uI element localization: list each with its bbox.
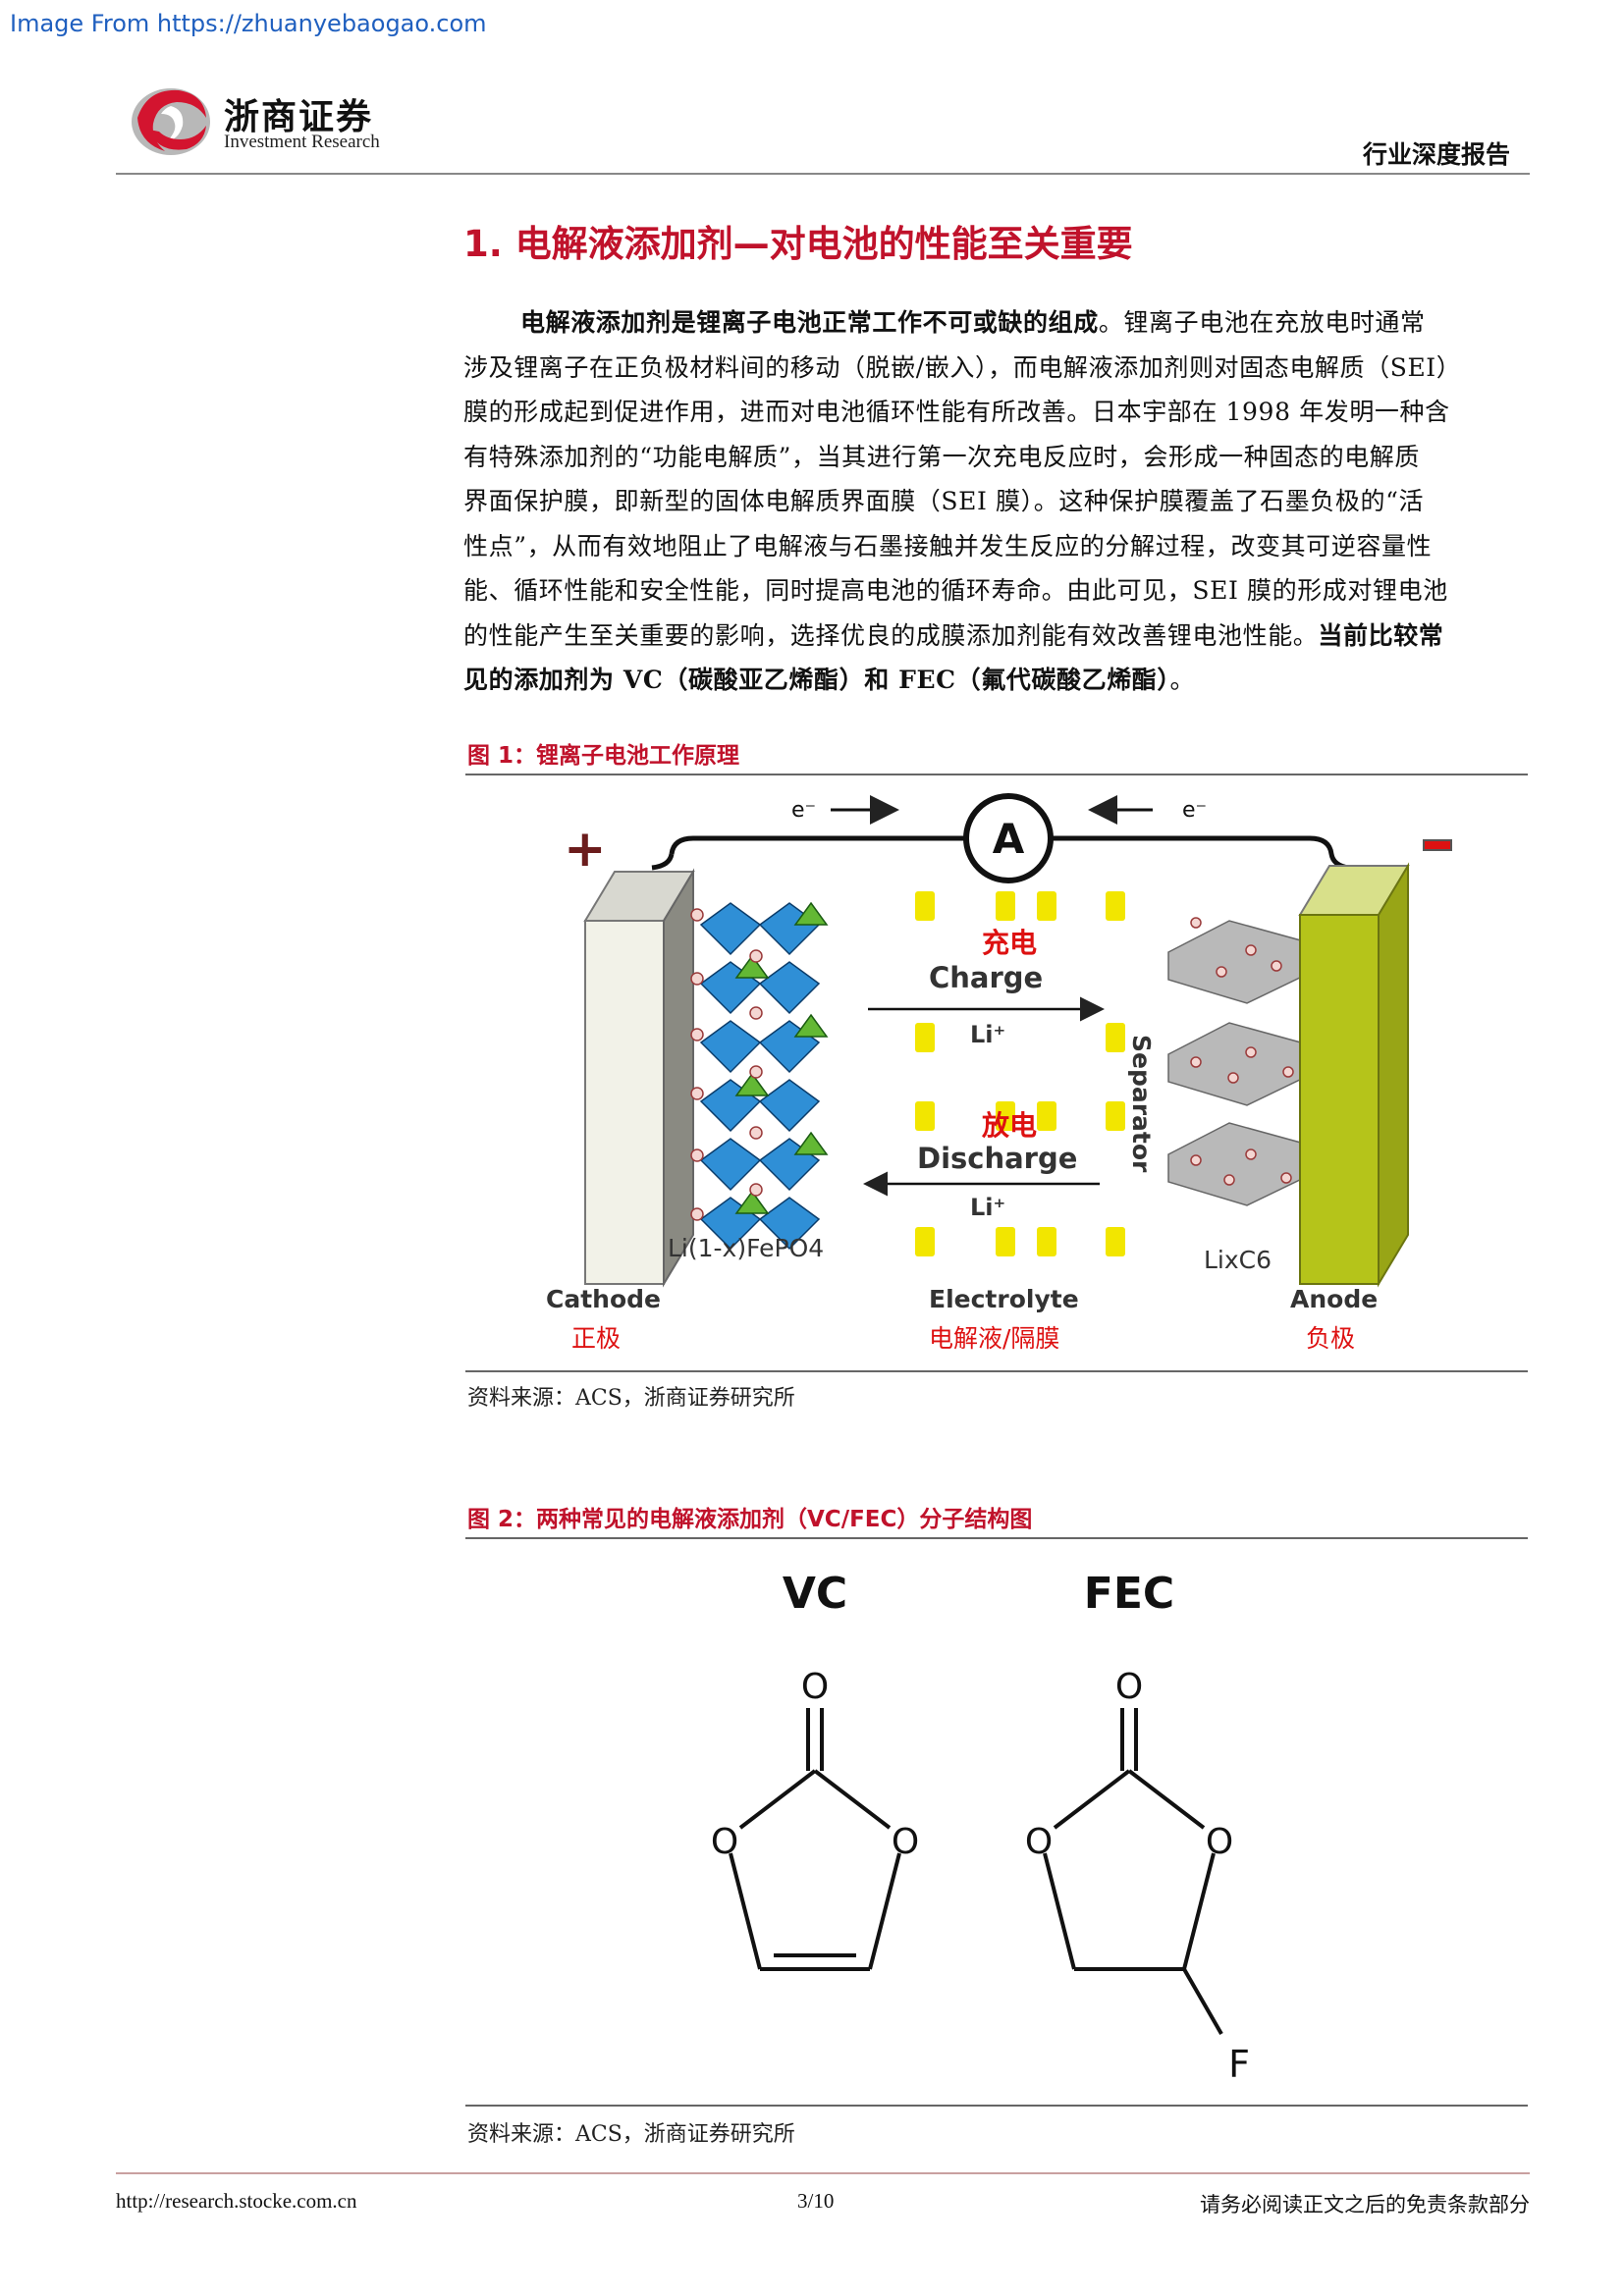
charge-li-ion: Li⁺ [970, 1021, 1005, 1048]
discharge-label-cn: 放电 [981, 1109, 1037, 1142]
anode-formula: LixC6 [1204, 1246, 1272, 1274]
figure1-source: 资料来源：ACS，浙商证券研究所 [467, 1386, 795, 1411]
paragraph-text: 膜的形成起到促进作用，进而对电池循环性能有所改善。日本宇部在 1998 年发明一… [463, 398, 1450, 426]
source-watermark[interactable]: Image From https://zhuanyebaogao.com [10, 10, 487, 37]
electrolyte-label-cn: 电解液/隔膜 [929, 1324, 1059, 1353]
cathode-formula: Li(1-x)FePO4 [668, 1234, 824, 1262]
cathode-label-en: Cathode [546, 1285, 661, 1313]
anode-label-en: Anode [1290, 1285, 1378, 1313]
footer-disclaimer: 请务必阅读正文之后的免责条款部分 [1200, 2193, 1530, 2216]
separator [915, 891, 1125, 1256]
figure1-top-rule [465, 774, 1528, 775]
anode-plate [1299, 914, 1380, 1285]
logo-chinese: 浙商证券 [224, 96, 374, 137]
vc-molecule [729, 1708, 901, 1971]
charge-label-cn: 充电 [982, 927, 1037, 959]
paragraph-lead-bold: 电解液添加剂是锂离子电池正常工作不可或缺的组成 [520, 308, 1099, 337]
logo-english: Investment Research [224, 132, 380, 152]
battery-diagram: A e⁻ e⁻ + [546, 793, 1452, 1353]
figure1-bottom-rule [465, 1370, 1528, 1372]
header-rule [116, 173, 1530, 175]
discharge-li-ion: Li⁺ [970, 1194, 1005, 1221]
footer-rule [116, 2172, 1530, 2174]
charge-label-en: Charge [929, 961, 1043, 994]
vc-ring-oxygen-right: O [892, 1822, 919, 1862]
paragraph-text: 。 [1169, 666, 1196, 694]
paragraph-text: 界面保护膜，即新型的固体电解质界面膜（SEI 膜）。这种保护膜覆盖了石墨负极的“… [463, 487, 1425, 515]
fec-carbonyl-oxygen: O [1115, 1667, 1143, 1707]
paragraph-text: 有特殊添加剂的“功能电解质”，当其进行第一次充电反应时，会形成一种固态的电解质 [463, 442, 1420, 471]
paragraph-text: 涉及锂离子在正负极材料间的移动（脱嵌/嵌入），而电解液添加剂则对固态电解质（SE… [463, 352, 1462, 382]
anode-label-cn: 负极 [1306, 1324, 1355, 1353]
separator-label: Separator [1127, 1035, 1156, 1173]
plus-terminal: + [564, 820, 607, 879]
paragraph-text: 的性能产生至关重要的影响，选择优良的成膜添加剂能有效改善锂电池性能。 [463, 620, 1319, 650]
fec-ring-oxygen-right: O [1206, 1822, 1233, 1862]
ammeter [963, 793, 1054, 883]
figure2-top-rule [465, 1537, 1528, 1539]
figure1-title: 图 1：锂离子电池工作原理 [467, 743, 740, 769]
footer-url[interactable]: http://research.stocke.com.cn [116, 2189, 357, 2213]
anode-graphite-layers [1167, 917, 1309, 1206]
discharge-label-en: Discharge [917, 1142, 1077, 1175]
cathode-plate [584, 920, 665, 1285]
minus-terminal [1423, 839, 1452, 851]
vc-carbonyl-oxygen: O [801, 1667, 829, 1707]
fec-ring-oxygen-left: O [1025, 1822, 1053, 1862]
vc-ring-oxygen-left: O [711, 1822, 738, 1862]
fec-fluorine: F [1228, 2043, 1250, 2086]
electrolyte-label-en: Electrolyte [929, 1285, 1079, 1313]
fec-molecule [1043, 1708, 1223, 2035]
electron-left-label: e⁻ [791, 798, 816, 823]
figure2-source: 资料来源：ACS，浙商证券研究所 [467, 2122, 795, 2147]
report-type: 行业深度报告 [1362, 140, 1510, 169]
section-title: 1. 电解液添加剂—对电池的性能至关重要 [463, 223, 1133, 265]
cathode-label-cn: 正极 [571, 1324, 621, 1353]
figure2-bottom-rule [465, 2105, 1528, 2107]
ammeter-label: A [993, 815, 1025, 863]
paragraph-text: 性点”，从而有效地阻止了电解液与石墨接触并发生反应的分解过程，改变其可逆容量性 [463, 531, 1433, 561]
cathode-crystal-structure [690, 901, 829, 1251]
vc-label: VC [783, 1569, 847, 1619]
figure2-title: 图 2：两种常见的电解液添加剂（VC/FEC）分子结构图 [467, 1507, 1033, 1532]
body-paragraph: 电解液添加剂是锂离子电池正常工作不可或缺的组成。锂离子电池在充放电时通常 涉及锂… [463, 300, 1524, 703]
paragraph-emphasis-bold: 见的添加剂为 VC（碳酸亚乙烯酯）和 FEC（氟代碳酸乙烯酯） [463, 666, 1170, 694]
paragraph-text: 。锂离子电池在充放电时通常 [1098, 308, 1426, 337]
page-number: 3/10 [797, 2189, 835, 2213]
fec-label: FEC [1084, 1569, 1174, 1619]
stocke-logo [132, 88, 210, 155]
electron-right-label: e⁻ [1182, 798, 1207, 823]
molecule-diagram: VC O O O FEC O O O F [711, 1569, 1250, 2086]
paragraph-emphasis-bold: 当前比较常 [1318, 620, 1444, 650]
paragraph-text: 能、循环性能和安全性能，同时提高电池的循环寿命。由此可见，SEI 膜的形成对锂电… [463, 576, 1448, 605]
